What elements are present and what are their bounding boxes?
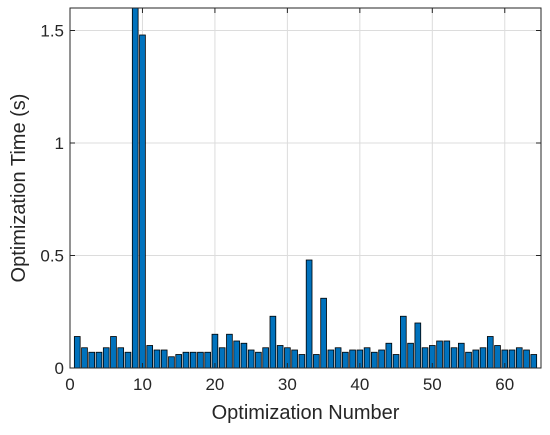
bar bbox=[211, 333, 219, 369]
bar bbox=[436, 340, 443, 369]
bar bbox=[276, 345, 284, 369]
bar bbox=[189, 351, 197, 369]
bar bbox=[305, 259, 313, 369]
bar bbox=[160, 349, 168, 369]
x-tick-label: 10 bbox=[133, 375, 152, 394]
bar bbox=[139, 34, 146, 369]
bar bbox=[168, 356, 175, 369]
bar bbox=[102, 347, 110, 369]
bar bbox=[472, 349, 480, 369]
y-axis-title: Optimization Time (s) bbox=[8, 94, 30, 283]
bar bbox=[88, 351, 96, 369]
y-tick-label: 1 bbox=[55, 134, 64, 153]
grid-lines bbox=[70, 8, 541, 368]
bar bbox=[400, 315, 407, 369]
bar bbox=[153, 349, 161, 369]
bar bbox=[110, 336, 117, 369]
bar bbox=[414, 322, 422, 369]
bar bbox=[407, 342, 414, 369]
bar bbox=[486, 336, 494, 369]
bar bbox=[334, 347, 342, 369]
bar bbox=[313, 354, 320, 369]
bar bbox=[508, 349, 516, 369]
x-tick-label: 0 bbox=[65, 375, 74, 394]
y-tick-label: 0 bbox=[55, 359, 64, 378]
bar bbox=[204, 351, 211, 369]
bar bbox=[515, 347, 523, 369]
bar bbox=[95, 351, 103, 369]
bar bbox=[124, 351, 132, 369]
bar bbox=[240, 342, 248, 369]
bar bbox=[233, 340, 240, 369]
bar bbox=[443, 340, 451, 369]
bar bbox=[523, 349, 530, 369]
bar bbox=[421, 347, 429, 369]
plot-frame bbox=[69, 7, 542, 369]
bar bbox=[392, 354, 400, 369]
bar bbox=[146, 345, 154, 369]
bar bbox=[262, 347, 269, 369]
bars bbox=[73, 7, 538, 369]
bar bbox=[342, 351, 349, 369]
x-tick-label: 50 bbox=[423, 375, 442, 394]
bar bbox=[479, 347, 487, 369]
bar bbox=[73, 336, 81, 369]
bar bbox=[117, 347, 125, 369]
bar bbox=[385, 342, 393, 369]
bar bbox=[269, 315, 277, 369]
bar bbox=[247, 349, 255, 369]
bar bbox=[327, 349, 335, 369]
bar bbox=[218, 347, 226, 369]
bar bbox=[175, 354, 182, 369]
bar bbox=[291, 349, 298, 369]
x-tick-label: 60 bbox=[495, 375, 514, 394]
bar bbox=[494, 345, 501, 369]
bar bbox=[226, 333, 233, 369]
bar bbox=[298, 354, 306, 369]
bar bbox=[81, 347, 88, 369]
x-axis-title: Optimization Number bbox=[212, 402, 400, 424]
bar bbox=[450, 347, 458, 369]
y-tick-label: 0.5 bbox=[40, 247, 64, 266]
bar bbox=[530, 354, 538, 369]
bar bbox=[255, 351, 262, 369]
bar bbox=[457, 342, 465, 369]
bar bbox=[182, 351, 190, 369]
bar bbox=[320, 297, 327, 369]
bar bbox=[131, 7, 139, 369]
y-tick-label: 1.5 bbox=[40, 22, 64, 41]
x-tick-label: 30 bbox=[278, 375, 297, 394]
bar bbox=[363, 347, 371, 369]
bar bbox=[465, 351, 472, 369]
ticks: 0 10 20 30 40 50 60 0 0.5 1 1.5 bbox=[40, 8, 541, 394]
bar bbox=[349, 349, 356, 369]
bar bbox=[371, 351, 378, 369]
x-tick-label: 40 bbox=[350, 375, 369, 394]
x-tick-label: 20 bbox=[205, 375, 224, 394]
bar bbox=[197, 351, 204, 369]
bar bbox=[378, 349, 385, 369]
